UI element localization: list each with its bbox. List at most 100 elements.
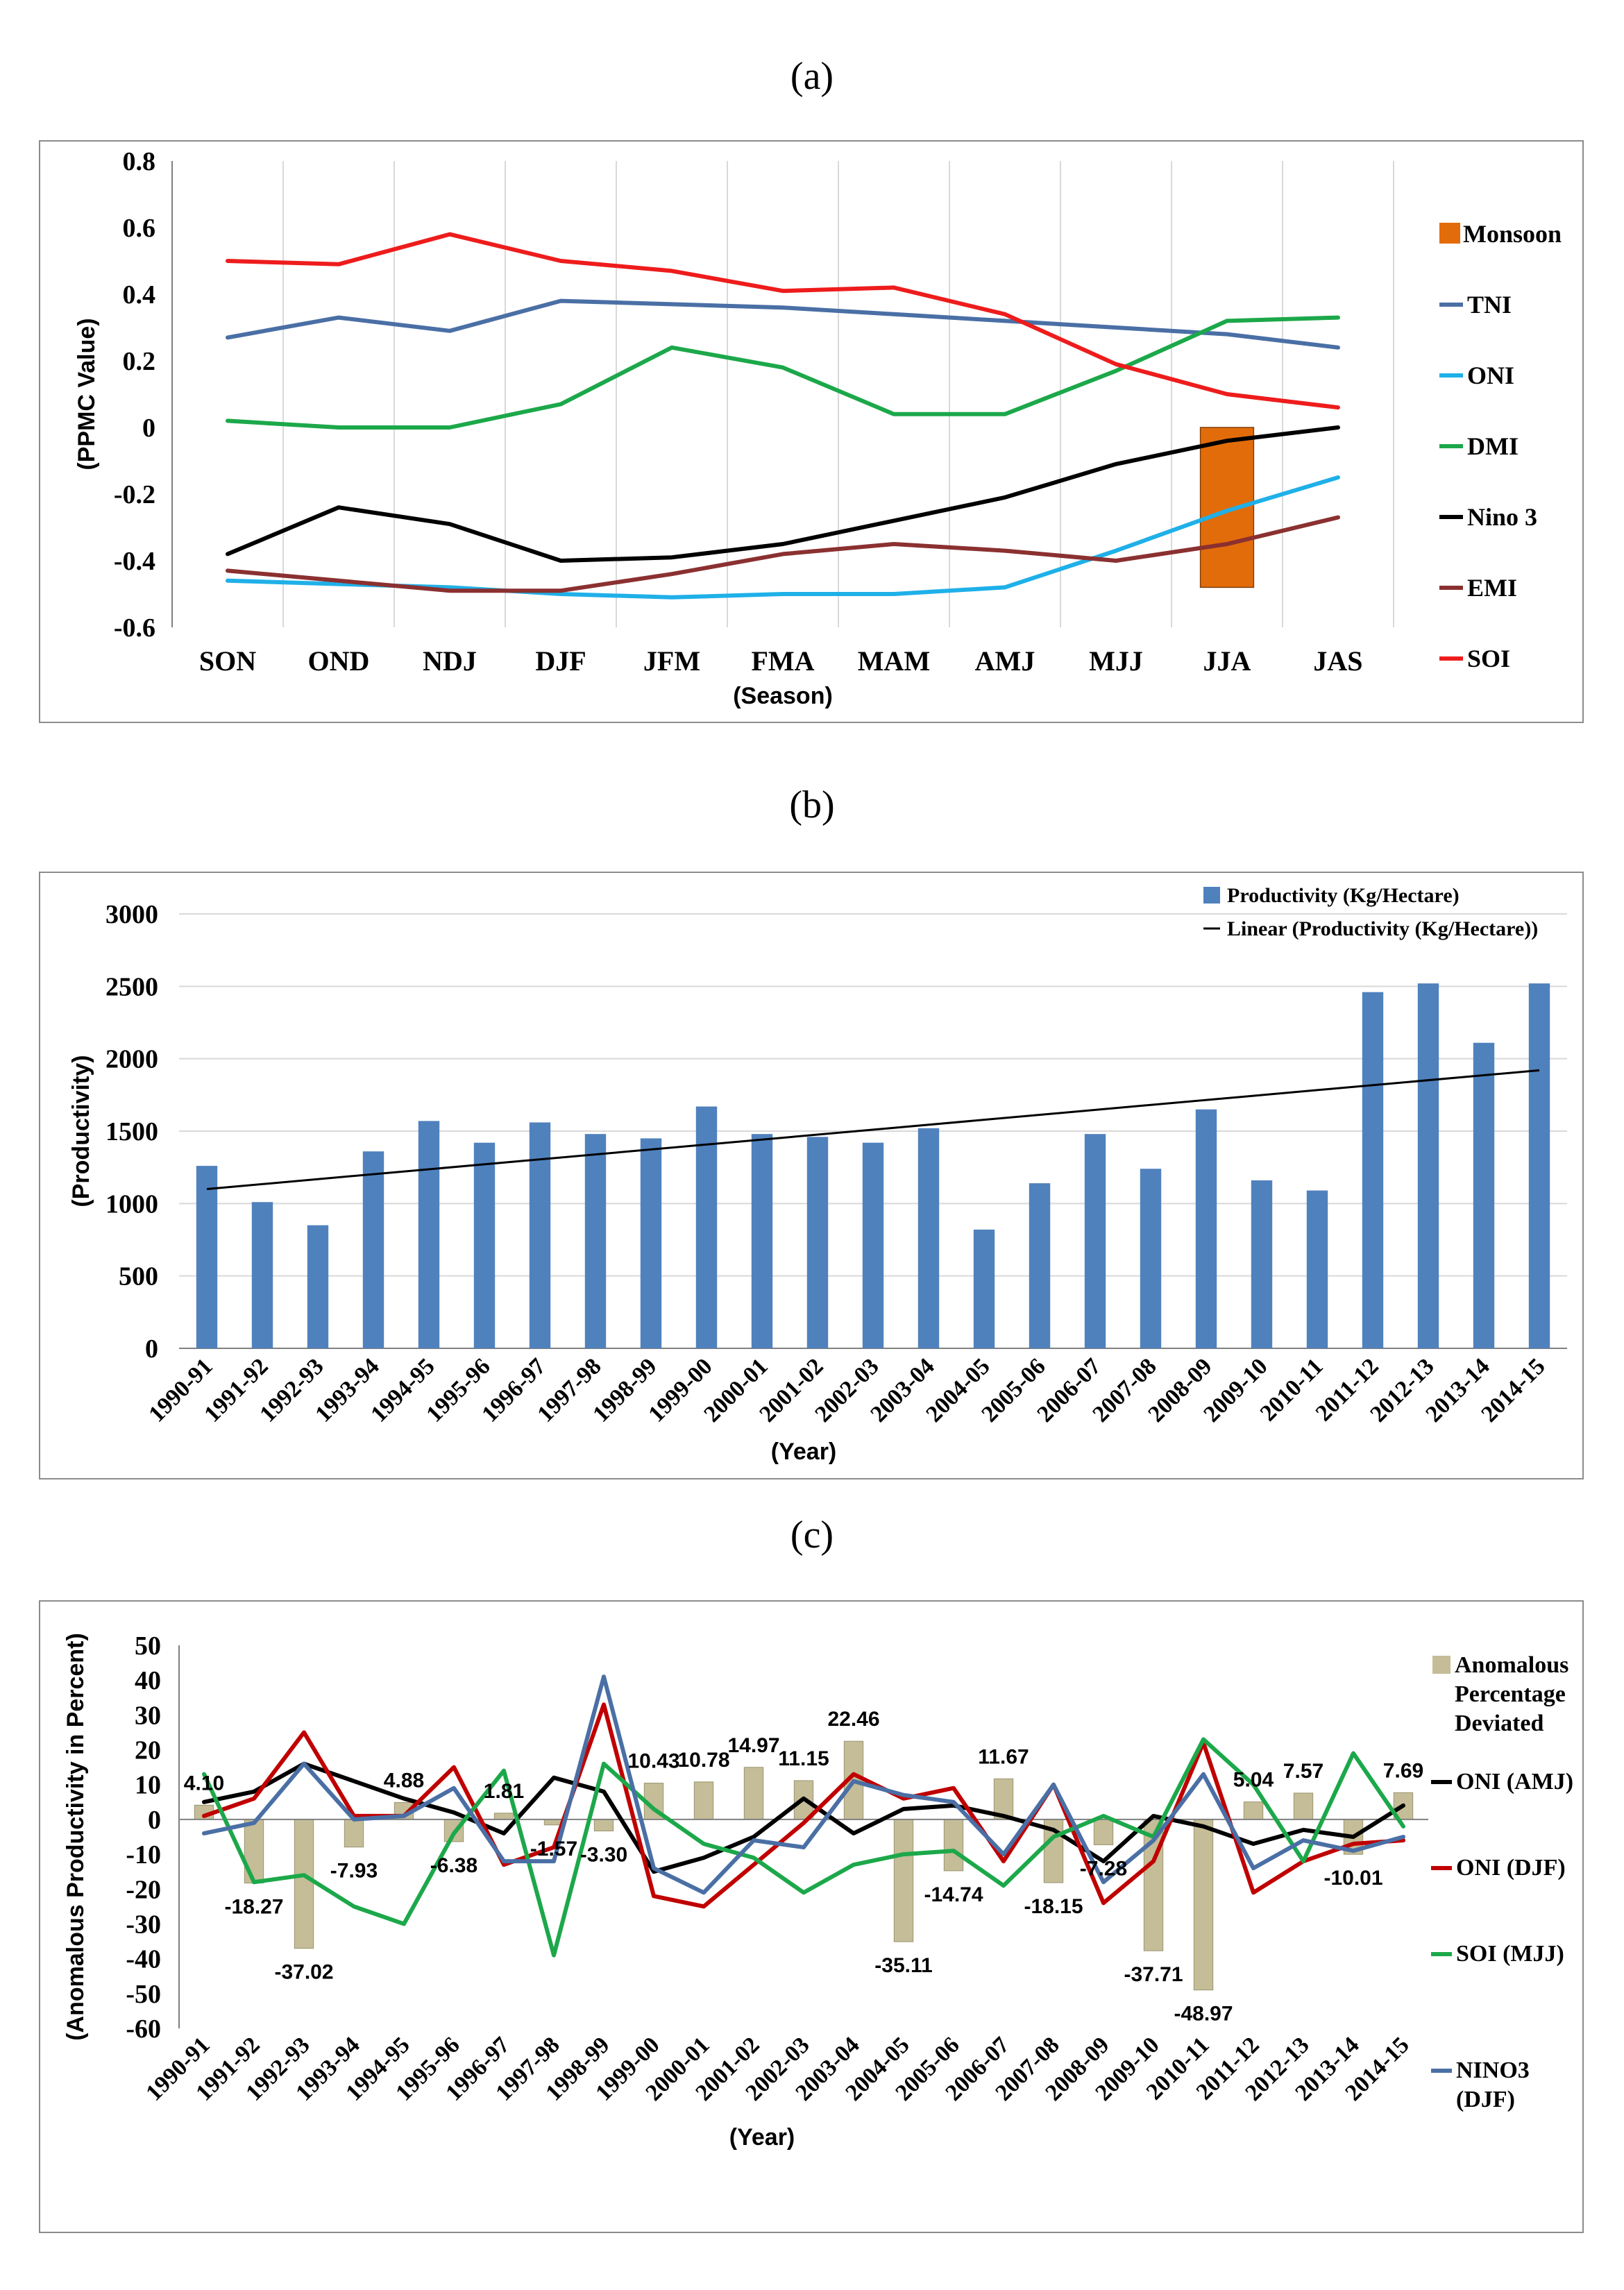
bar [196, 1166, 218, 1348]
chart-b-frame: 3000 2500 2000 1500 1000 500 0 1990-91 1991-92 19… [39, 872, 1584, 1479]
y-tick-label: 1500 [105, 1117, 158, 1146]
bar [473, 1142, 496, 1348]
y-tick-label: 0.4 [123, 280, 156, 309]
y-tick-label: -20 [126, 1875, 161, 1904]
bar [695, 1106, 718, 1348]
y-tick-label: 50 [135, 1631, 161, 1661]
data-label: 5.04 [1233, 1769, 1274, 1792]
data-label: -37.71 [1124, 1963, 1183, 1986]
legend-label-soi: SOI [1467, 645, 1510, 672]
y-tick-label: -0.6 [114, 613, 155, 643]
chart-b: 3000250020001500100050001990-911991-9219… [68, 884, 1567, 1465]
panel-label-c: (c) [790, 1513, 834, 1557]
bar [307, 1225, 329, 1348]
y-tick-label: -0.4 [114, 547, 155, 576]
y-tick-label: 0.6 [123, 214, 156, 243]
legend-label-tni: TNI [1467, 291, 1512, 319]
bar [751, 1134, 773, 1348]
bar [584, 1134, 607, 1348]
x-tick-label: NDJ [423, 645, 477, 677]
y-axis-label: (Anomalous Productivity in Percent) [62, 1633, 89, 2041]
bar [973, 1229, 995, 1348]
y-axis-label: (PPMC Value) [74, 318, 100, 470]
y-tick-label: -60 [126, 2015, 161, 2044]
data-label: -3.30 [580, 1843, 627, 1866]
legend-label-emi: EMI [1467, 574, 1517, 602]
series-line-nino-3 [226, 425, 1340, 563]
bar [529, 1122, 551, 1348]
x-tick-label: AMJ [975, 645, 1035, 677]
legend-swatch-productivity [1203, 887, 1220, 904]
y-tick-label: 3000 [105, 900, 158, 929]
x-tick-label: JFM [643, 645, 700, 677]
legend-swatch-anomalous [1432, 1656, 1450, 1674]
bar [362, 1151, 384, 1348]
data-label: 4.10 [184, 1772, 224, 1795]
data-label: -18.27 [224, 1896, 283, 1919]
x-tick-label: SON [199, 645, 256, 677]
x-axis-label: (Year) [729, 2124, 795, 2151]
data-label: 22.46 [827, 1708, 879, 1731]
bar [1140, 1169, 1162, 1348]
bar [1251, 1180, 1273, 1348]
y-tick-label: 30 [135, 1701, 161, 1730]
data-label: 14.97 [727, 1734, 779, 1757]
x-axis-label: (Season) [733, 683, 833, 709]
x-tick-label: MAM [858, 645, 930, 677]
y-tick-label: 500 [119, 1262, 158, 1291]
chart-a: 0.8 0.6 0.4 0.2 0 -0.2 -0.4 -0.6 SON OND NDJ DJF JFM… [74, 147, 1562, 709]
data-label: -35.11 [874, 1954, 932, 1977]
bar [893, 1819, 914, 1942]
bar [344, 1819, 364, 1848]
panel-label-b: (b) [789, 783, 835, 826]
y-tick-label: 10 [135, 1771, 161, 1800]
y-tick-label: -0.2 [114, 480, 155, 509]
series-line-oni-amj [202, 1761, 1405, 1874]
y-tick-label: 2500 [105, 972, 158, 1001]
x-tick-label: JAS [1313, 645, 1362, 677]
chart-c: 50 40 30 20 10 0 -10 -20 -30 -40 -50 -60 4.10 -18.27 -… [62, 1631, 1573, 2151]
bar [1029, 1183, 1051, 1348]
y-tick-label: 1000 [105, 1189, 158, 1219]
series-line-dmi [226, 315, 1340, 430]
y-tick-label: -10 [126, 1840, 161, 1869]
legend-swatch-monsoon [1439, 223, 1460, 244]
legend-label-nino3-djf: NINO3 [1456, 2058, 1530, 2083]
bar [1473, 1042, 1495, 1348]
bar [493, 1813, 514, 1820]
y-tick-label: 0.2 [123, 347, 156, 376]
trendline [206, 1069, 1540, 1190]
series-line-soi-mjj [202, 1737, 1405, 1958]
data-label: 7.57 [1283, 1760, 1323, 1783]
y-tick-label: 0 [142, 414, 155, 443]
series-line-tni [226, 298, 1340, 350]
legend-label-productivity: Productivity (Kg/Hectare) [1227, 884, 1460, 907]
data-label: 7.69 [1383, 1759, 1423, 1782]
bar [693, 1781, 714, 1820]
y-tick-label: -50 [126, 1980, 161, 2009]
bar [743, 1767, 764, 1820]
legend-label-oni: ONI [1467, 362, 1514, 389]
data-label: -37.02 [274, 1961, 333, 1984]
y-tick-label: 0 [148, 1806, 161, 1835]
x-tick-label: MJJ [1089, 645, 1143, 677]
legend-label-dmi: DMI [1467, 432, 1519, 460]
bar [1293, 1792, 1314, 1820]
data-label: -14.74 [924, 1883, 983, 1906]
bar [418, 1121, 440, 1348]
data-label: -7.28 [1080, 1857, 1127, 1880]
data-label: -7.93 [330, 1860, 378, 1883]
series-line-soi [226, 232, 1340, 410]
bar [1093, 1819, 1114, 1845]
bar [1306, 1190, 1328, 1348]
bar [1243, 1801, 1264, 1820]
bar [806, 1137, 829, 1348]
bar [1528, 983, 1550, 1348]
bar [640, 1138, 662, 1348]
x-tick-label: OND [308, 645, 370, 677]
data-label: 4.88 [384, 1769, 424, 1792]
data-label: 10.78 [677, 1749, 729, 1772]
bar [1195, 1109, 1217, 1348]
chart-c-frame: 50 40 30 20 10 0 -10 -20 -30 -40 -50 -60 4.10 -18.27 -… [39, 1600, 1584, 2233]
bar [862, 1142, 884, 1348]
